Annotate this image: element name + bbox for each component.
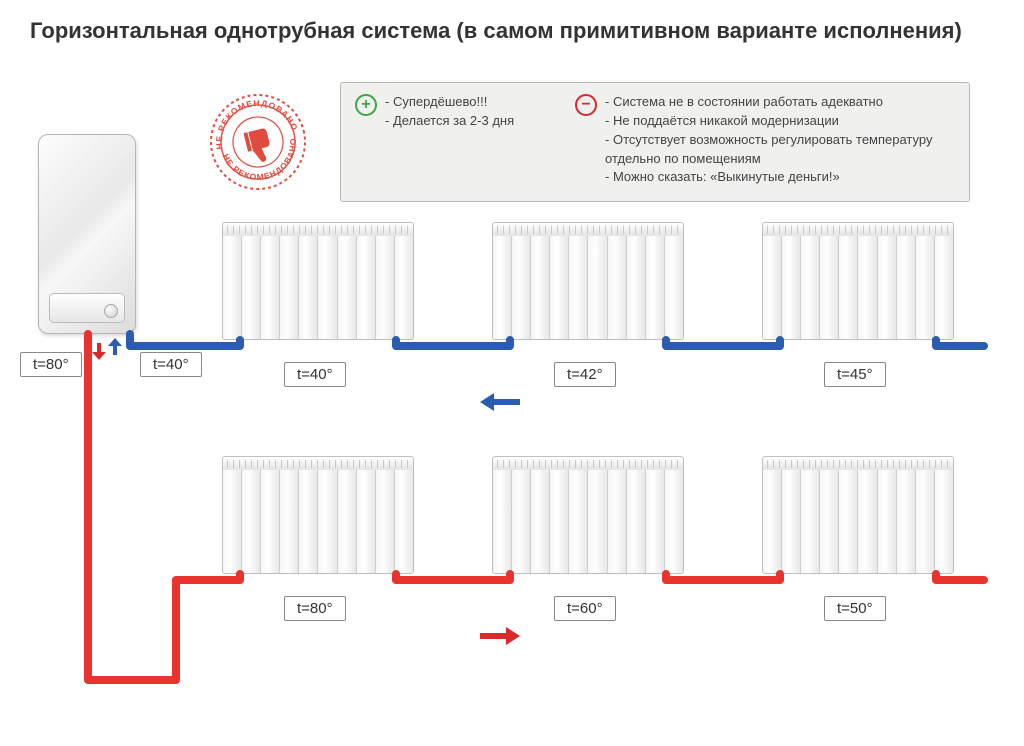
arrow-down-icon <box>94 338 104 360</box>
temp-label: t=50° <box>824 596 886 621</box>
radiator <box>762 456 954 574</box>
diagram-title: Горизонтальная однотрубная система (в са… <box>30 18 962 44</box>
not-recommended-stamp: НЕ РЕКОМЕНДОВАНО НЕ РЕКОМЕНДОВАНО <box>197 81 318 202</box>
temp-label: t=45° <box>824 362 886 387</box>
flow-arrow-return <box>480 394 520 410</box>
radiator <box>492 222 684 340</box>
temp-label: t=60° <box>554 596 616 621</box>
temp-label: t=40° <box>284 362 346 387</box>
temp-boiler-outlet: t=80° <box>20 352 82 377</box>
radiator <box>222 222 414 340</box>
pros-cons-box: + Супердёшево!!!Делается за 2-3 дня − Си… <box>340 82 970 202</box>
radiator <box>492 456 684 574</box>
arrow-up-icon <box>110 338 120 360</box>
radiator <box>222 456 414 574</box>
temp-label: t=80° <box>284 596 346 621</box>
temp-boiler-return: t=40° <box>140 352 202 377</box>
pros-list: Супердёшево!!!Делается за 2-3 дня <box>385 93 514 191</box>
boiler-flow-arrows <box>94 338 120 360</box>
flow-arrow-supply <box>480 628 520 644</box>
cons-list: Система не в состоянии работать адекватн… <box>605 93 955 191</box>
plus-icon: + <box>355 94 377 116</box>
temp-label: t=42° <box>554 362 616 387</box>
radiator <box>762 222 954 340</box>
minus-icon: − <box>575 94 597 116</box>
boiler <box>38 134 136 334</box>
